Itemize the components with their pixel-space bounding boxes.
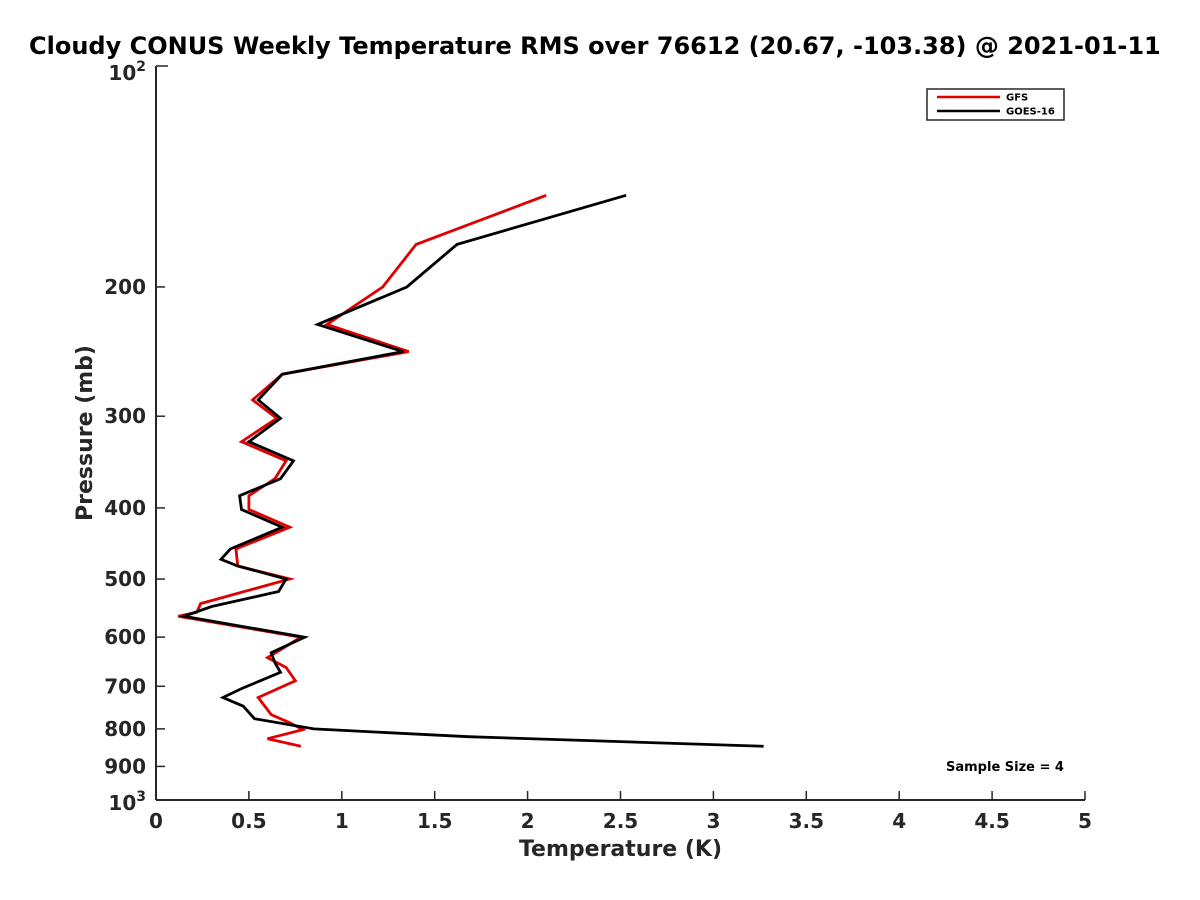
- x-tick-label: 3.5: [789, 809, 824, 833]
- legend-label-goes16: GOES-16: [1006, 107, 1055, 118]
- x-tick-label: 3: [706, 809, 720, 833]
- chart-title: Cloudy CONUS Weekly Temperature RMS over…: [29, 32, 1161, 60]
- legend-label-gfs: GFS: [1006, 93, 1028, 104]
- x-tick-label: 5: [1078, 809, 1092, 833]
- y-axis-label: Pressure (mb): [73, 345, 98, 521]
- x-axis-label: Temperature (K): [519, 837, 722, 862]
- y-axis-top-label: 102: [108, 59, 146, 85]
- y-axis-top-label-exp: 2: [136, 59, 146, 75]
- x-tick-label: 1.5: [417, 809, 452, 833]
- y-tick-label: 200: [104, 275, 146, 299]
- y-tick-label: 900: [104, 754, 146, 778]
- y-tick-label: 500: [104, 567, 146, 591]
- y-tick-label: 800: [104, 717, 146, 741]
- x-tick-label: 1: [335, 809, 349, 833]
- x-tick-label: 4.5: [974, 809, 1009, 833]
- x-axis-ticks: 0 0.5 1 1.5 2 2.5 3 3.5 4 4.5 5: [149, 791, 1092, 833]
- x-tick-label: 0.5: [231, 809, 266, 833]
- series-line-goes16: [178, 193, 764, 748]
- y-tick-label: 600: [104, 625, 146, 649]
- y-axis-top-label-base: 10: [108, 61, 136, 85]
- y-axis-bottom-label: 103: [108, 789, 146, 815]
- y-axis-bottom-label-base: 10: [108, 791, 136, 815]
- y-tick-label: 700: [104, 674, 146, 698]
- x-tick-label: 2.5: [603, 809, 638, 833]
- y-tick-label: 400: [104, 496, 146, 520]
- legend: GFS GOES-16: [926, 88, 1065, 121]
- x-tick-label: 4: [892, 809, 906, 833]
- y-axis-ticks: 200 300 400 500 600 700 800 900: [104, 65, 168, 801]
- x-tick-label: 0: [149, 809, 163, 833]
- y-tick-label: 300: [104, 404, 146, 428]
- sample-size-annotation: Sample Size = 4: [946, 760, 1064, 775]
- series-layer: [178, 193, 764, 748]
- x-tick-label: 2: [521, 809, 535, 833]
- y-axis-bottom-label-exp: 3: [136, 789, 146, 805]
- legend-box: [926, 88, 1065, 121]
